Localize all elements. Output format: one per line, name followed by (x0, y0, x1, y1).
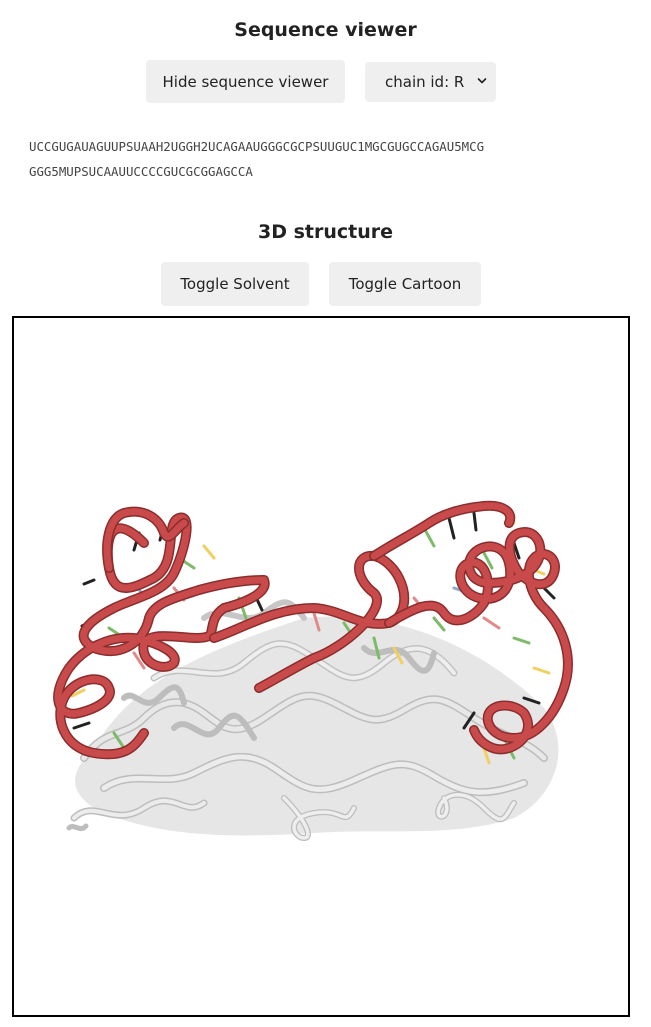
sequence-line: GGG5MUPSUCAAUUCCCCGUCGCGGAGCCA (29, 164, 253, 179)
sequence-text: UCCGUGAUAGUUPSUAAH2UGGH2UCAGAAUGGGCGCPSU… (29, 134, 629, 184)
molecule-render (53, 500, 573, 841)
molecule-3d-viewer[interactable] (12, 316, 630, 1017)
chevron-down-icon (477, 78, 487, 84)
toggle-cartoon-button[interactable]: Toggle Cartoon (329, 262, 481, 306)
structure-title: 3D structure (257, 221, 394, 243)
rna-backbone (53, 500, 573, 760)
chain-id-selected-value: chain id: R (385, 73, 465, 91)
sequence-line: UCCGUGAUAGUUPSUAAH2UGGH2UCAGAAUGGGCGCPSU… (29, 139, 485, 154)
chain-id-select[interactable]: chain id: R (365, 62, 496, 102)
toggle-solvent-button[interactable]: Toggle Solvent (161, 262, 309, 306)
protein-cartoon (66, 599, 559, 841)
hide-sequence-viewer-button[interactable]: Hide sequence viewer (146, 60, 345, 103)
sequence-viewer-title: Sequence viewer (234, 19, 417, 41)
